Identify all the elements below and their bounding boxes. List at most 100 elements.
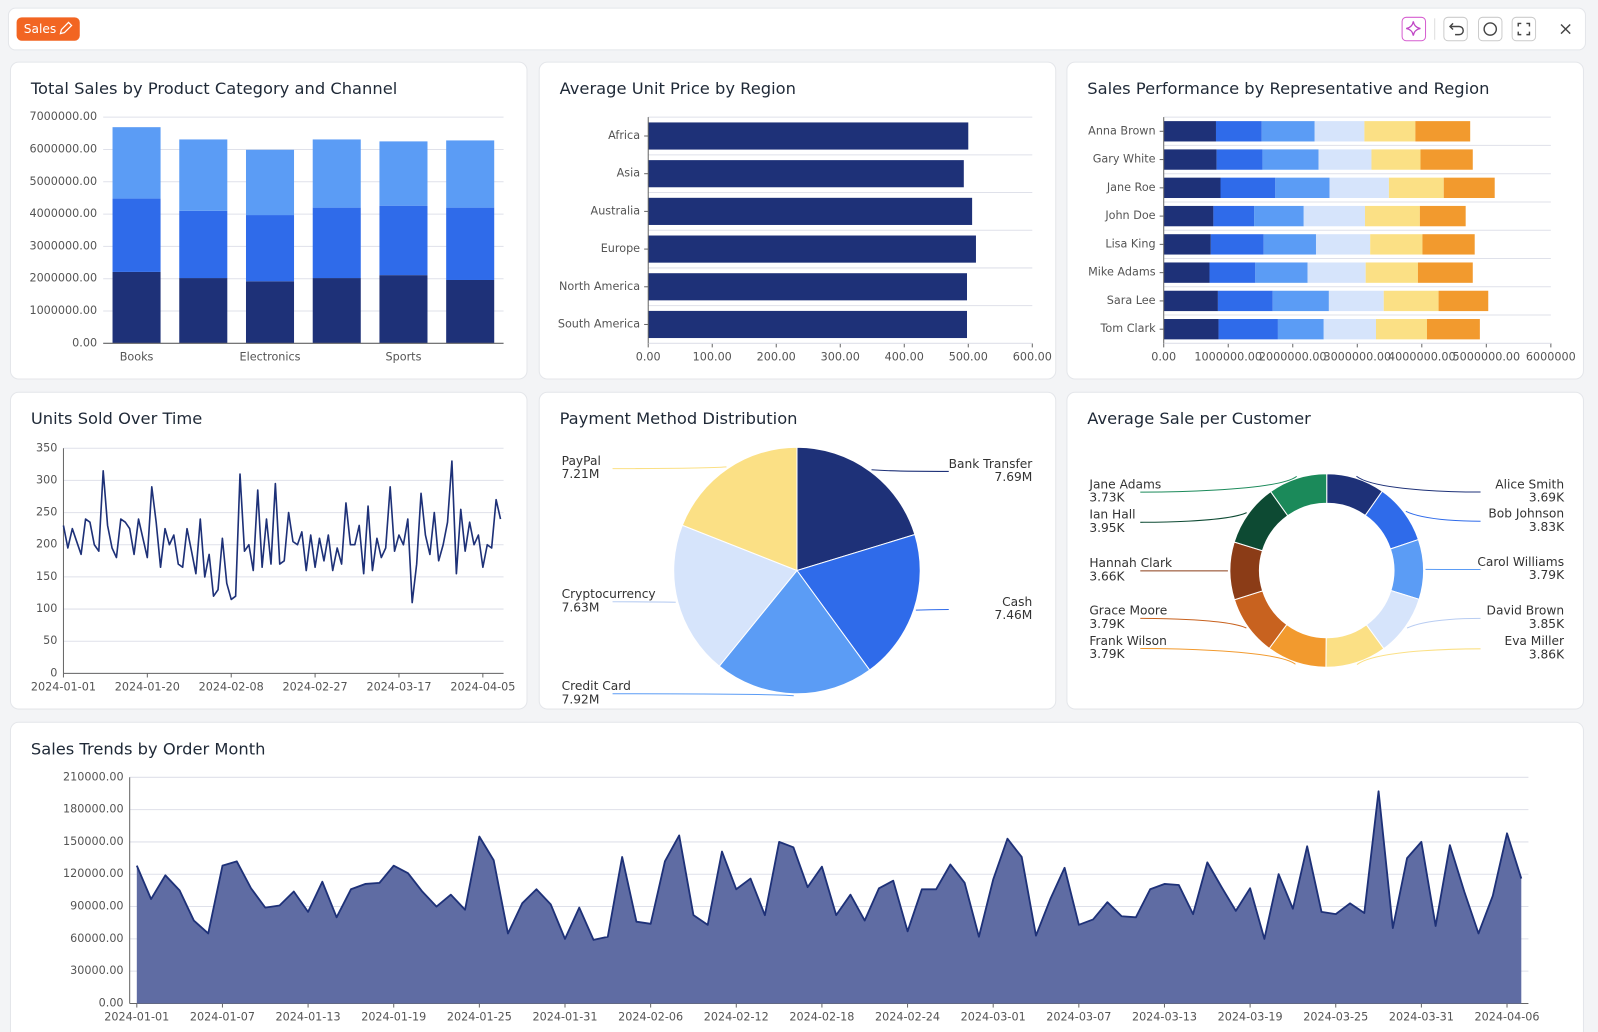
bar [179,210,228,279]
y-tick-label: 200 [36,538,57,551]
slice [673,524,798,667]
y-tick-label: Africa [608,129,640,142]
x-tick-label: 5000000.00 [1453,351,1521,364]
slice-value-label: 7.21M [562,467,600,481]
y-tick-label: 0.00 [72,336,97,349]
line [62,460,502,604]
undo-button[interactable] [1443,16,1468,42]
x-tick-label: 2024-02-08 [199,681,264,694]
x-tick-label: 2024-03-13 [1132,1011,1197,1024]
x-tick-label: 2024-01-01 [31,681,96,694]
y-tick-label: 1000000.00 [29,304,97,317]
bar [1420,149,1473,170]
bar [1365,205,1420,227]
bar [312,207,361,279]
x-tick-label: 2024-02-27 [283,681,348,694]
x-tick-label: 2000000.00 [1259,351,1327,364]
bar [446,207,495,280]
x-tick-label: 2024-03-31 [1389,1011,1454,1024]
bar [1217,290,1273,312]
chart-title: Average Sale per Customer [1087,409,1311,428]
slice [796,446,916,572]
bar [1318,149,1372,170]
leader-line [1140,617,1247,629]
bar [1163,290,1218,312]
close-button[interactable] [1560,23,1571,35]
bar [1388,177,1444,199]
y-tick-label: 150000.00 [63,835,123,848]
slice-label: Bob Johnson [1488,507,1564,521]
slice-value-label: 3.85K [1529,617,1565,631]
y-tick-label: 250 [36,506,57,519]
slice-label: Bank Transfer [949,457,1034,471]
y-tick-label: North America [559,280,640,293]
x-tick-label: Books [120,351,154,364]
x-tick-label: 2024-01-19 [361,1011,426,1024]
slice-value-label: 3.69K [1529,491,1565,505]
y-tick-label: 60000.00 [70,932,123,945]
area-fill [136,791,1522,1004]
chart-title: Units Sold Over Time [31,409,202,428]
leader-line [1405,510,1481,522]
bar [1328,290,1384,312]
bar [1365,262,1418,283]
slice-label: Hannah Clark [1089,556,1173,570]
x-tick-label: 3000000.00 [1323,351,1391,364]
y-tick-label: 30000.00 [70,964,123,977]
bar [1272,290,1329,312]
slice-label: Eva Miller [1504,634,1565,648]
slice-value-label: 7.69M [995,470,1033,484]
y-tick-label: 180000.00 [63,803,123,816]
bar [245,215,295,282]
bar [1415,121,1471,142]
x-tick-label: 2024-03-17 [366,681,431,694]
refresh-button[interactable] [1478,16,1503,42]
slice [681,446,798,572]
bar [1323,319,1376,340]
leader-line [612,601,676,603]
x-tick-label: 2024-03-25 [1303,1011,1368,1024]
x-tick-label: 2024-02-18 [789,1011,854,1024]
x-tick-label: 2024-01-07 [190,1011,255,1024]
bar [1419,205,1466,227]
x-tick-label: 2024-02-06 [618,1011,683,1024]
edit-icon [59,21,73,35]
ai-button[interactable] [1401,16,1427,42]
slice-label: Ian Hall [1089,508,1135,522]
leader-line [612,693,794,697]
y-tick-label: 300 [36,473,57,486]
bar [648,310,968,339]
y-tick-label: Mike Adams [1088,266,1156,279]
slice-value-label: 7.46M [995,608,1033,622]
bar [1218,319,1278,340]
x-tick-label: 2024-03-19 [1218,1011,1283,1024]
slice-value-label: 3.79K [1089,647,1125,661]
y-tick-label: 0.00 [99,996,124,1009]
slice-value-label: 7.92M [562,692,600,706]
bar [1303,205,1366,227]
y-tick-label: 4000000.00 [29,207,97,220]
leader-line [612,466,727,470]
x-tick-label: 400.00 [885,351,924,364]
sales-badge[interactable]: Sales [16,17,80,41]
y-tick-label: 210000.00 [63,770,123,783]
x-tick-label: 4000000.00 [1388,351,1456,364]
slice-label: David Brown [1487,604,1565,618]
bar [379,141,428,206]
x-tick-label: 2024-01-01 [104,1011,169,1024]
bar [648,160,964,188]
y-tick-label: 120000.00 [63,867,123,880]
bar [1163,177,1221,199]
bar [1443,177,1495,199]
bar [245,281,295,344]
bar [1375,319,1427,340]
y-tick-label: Gary White [1093,153,1156,166]
y-tick-label: Europe [601,242,640,255]
bar [1220,177,1276,199]
slice-value-label: 3.86K [1529,647,1565,661]
fullscreen-button[interactable] [1511,16,1537,42]
bar [1163,319,1219,340]
slice-value-label: 7.63M [562,600,600,614]
slice [1269,473,1328,517]
